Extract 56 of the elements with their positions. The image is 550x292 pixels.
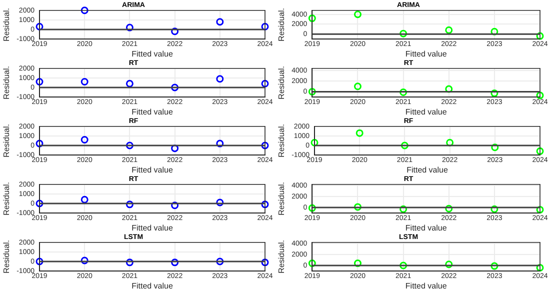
x-axis-title: Fitted value (132, 165, 174, 174)
point (491, 144, 499, 152)
point (536, 32, 544, 40)
point (445, 85, 453, 93)
x-axis-title: Fitted value (405, 223, 448, 232)
y-axis-title: Residual. (277, 182, 286, 216)
point (216, 18, 224, 26)
point (261, 22, 269, 30)
point (490, 28, 498, 36)
x-axis-title: Fitted value (405, 107, 448, 116)
point (400, 142, 408, 150)
point (126, 80, 134, 88)
point (445, 26, 453, 34)
y-axis-title: Residual. (2, 8, 12, 42)
y-axis-title: Residual. (2, 182, 12, 216)
x-axis-title: Fitted value (406, 165, 448, 174)
point (36, 22, 44, 30)
y-axis-title: Residual. (2, 66, 12, 100)
point (446, 138, 454, 146)
x-axis-title: Fitted value (405, 49, 448, 58)
point (354, 10, 362, 18)
point (536, 92, 544, 100)
x-axis-title: Fitted value (405, 281, 448, 290)
point (308, 88, 316, 96)
y-axis-title: Residual. (277, 66, 286, 100)
point (171, 84, 179, 92)
point (80, 6, 88, 14)
point (310, 138, 318, 146)
y-axis-title: Residual. (2, 124, 12, 158)
point (171, 28, 179, 36)
point (216, 140, 224, 148)
point (80, 136, 88, 144)
point (261, 142, 269, 150)
point (354, 82, 362, 90)
point (36, 78, 44, 86)
point (80, 78, 88, 86)
y-axis-title: Residual. (277, 240, 286, 274)
point (36, 140, 44, 148)
point (308, 14, 316, 22)
point (356, 129, 364, 137)
point (400, 30, 408, 38)
y-axis-title: Residual. (277, 8, 286, 42)
x-axis-title: Fitted value (132, 281, 174, 290)
y-axis-title: Residual. (2, 240, 12, 274)
y-axis-title: Residual. (277, 124, 286, 158)
x-axis-title: Fitted value (132, 49, 174, 58)
point (490, 90, 498, 98)
x-axis-title: Fitted value (132, 223, 174, 232)
point (126, 24, 134, 32)
point (536, 147, 544, 155)
point (126, 142, 134, 150)
point (261, 80, 269, 88)
point (216, 75, 224, 83)
point (400, 88, 408, 96)
point (171, 144, 179, 152)
x-axis-title: Fitted value (132, 107, 174, 116)
